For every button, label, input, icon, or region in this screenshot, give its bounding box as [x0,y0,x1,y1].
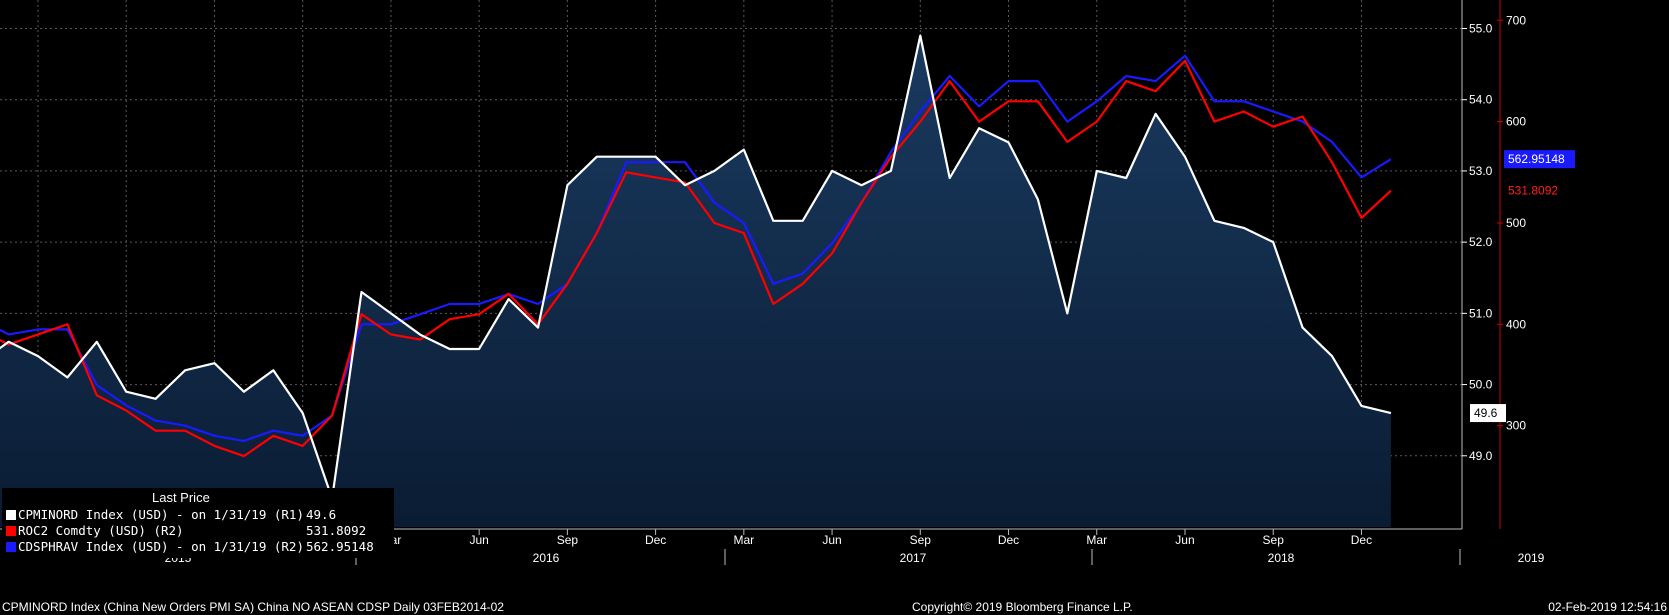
x-year-label: 2016 [533,551,560,565]
last-value-roc2-box [1504,181,1568,200]
last-value-cdsp: 562.95148 [1508,152,1565,166]
x-tick-label: Dec [1351,533,1372,547]
last-value-pmi: 49.6 [1474,406,1498,420]
legend-row-pmi: CPMINORD Index (USD) - on 1/31/19 (R1) 4… [6,507,336,523]
x-tick-label: Dec [645,533,666,547]
r2-tick-label: 400 [1506,317,1526,331]
legend: Last Price CPMINORD Index (USD) - on 1/3… [2,488,394,558]
legend-value-roc2: 531.8092 [306,523,367,538]
legend-label-pmi: CPMINORD Index (USD) - on 1/31/19 (R1) [18,507,304,522]
x-tick-label: Jun [822,533,841,547]
footer-copyright: Copyright© 2019 Bloomberg Finance L.P. [912,600,1133,614]
series-lines [0,34,1392,500]
last-value-roc2: 531.8092 [1508,184,1558,198]
footer-bar: CPMINORD Index (China New Orders PMI SA)… [0,599,1669,615]
legend-label-cdsp: CDSPHRAV Index (USD) - on 1/31/19 (R2) [18,539,304,554]
r1-tick-label: 55.0 [1469,21,1493,35]
axes: 49.0 50.0 51.0 52.0 53.0 54.0 55.0 300 400 500 600… [0,0,1575,565]
footer-timestamp: 02-Feb-2019 12:54:16 [1548,600,1667,614]
series-line-cpminord [0,34,1392,500]
legend-row-cdsp: CDSPHRAV Index (USD) - on 1/31/19 (R2) 5… [6,539,374,555]
pmi-area [0,35,1391,527]
series-line-roc2 [0,59,1392,458]
x-year-label: 2017 [900,551,927,565]
last-value-cdsp-box [1504,150,1575,169]
x-tick-label: Dec [998,533,1019,547]
last-value-pmi-box [1470,404,1506,423]
x-tick-label: Sep [910,533,932,547]
x-tick-label: Mar [1086,533,1107,547]
legend-swatch-roc2 [6,526,16,536]
x-tick-label: Jun [469,533,488,547]
legend-value-pmi: 49.6 [306,507,337,522]
legend-row-roc2: ROC2 Comdty (USD) (R2) 531.8092 [6,523,366,539]
series-line-cdsphrav [0,54,1392,442]
footer-description: CPMINORD Index (China New Orders PMI SA)… [2,600,504,614]
legend-swatch-pmi [6,510,16,520]
r2-tick-label: 300 [1506,419,1526,433]
x-year-label: 2018 [1268,551,1295,565]
x-tick-label: Sep [1263,533,1285,547]
r2-tick-label: 500 [1506,216,1526,230]
r2-tick-label: 600 [1506,115,1526,129]
legend-swatch-cdsp [6,542,16,552]
r1-tick-label: 53.0 [1469,164,1493,178]
x-tick-label: Sep [557,533,579,547]
x-year-label: 2019 [1518,551,1545,565]
r1-tick-label: 51.0 [1469,306,1493,320]
r1-tick-label: 50.0 [1469,378,1493,392]
x-tick-label: Mar [734,533,755,547]
legend-title: Last Price [152,490,210,505]
legend-value-cdsp: 562.95148 [306,539,374,554]
r1-tick-label: 54.0 [1469,93,1493,107]
legend-label-roc2: ROC2 Comdty (USD) (R2) [18,523,184,538]
pmi-area-fill [0,35,1391,527]
x-tick-label: Jun [1175,533,1194,547]
r1-tick-label: 49.0 [1469,449,1493,463]
r2-tick-label: 700 [1506,13,1526,27]
r1-tick-label: 52.0 [1469,235,1493,249]
